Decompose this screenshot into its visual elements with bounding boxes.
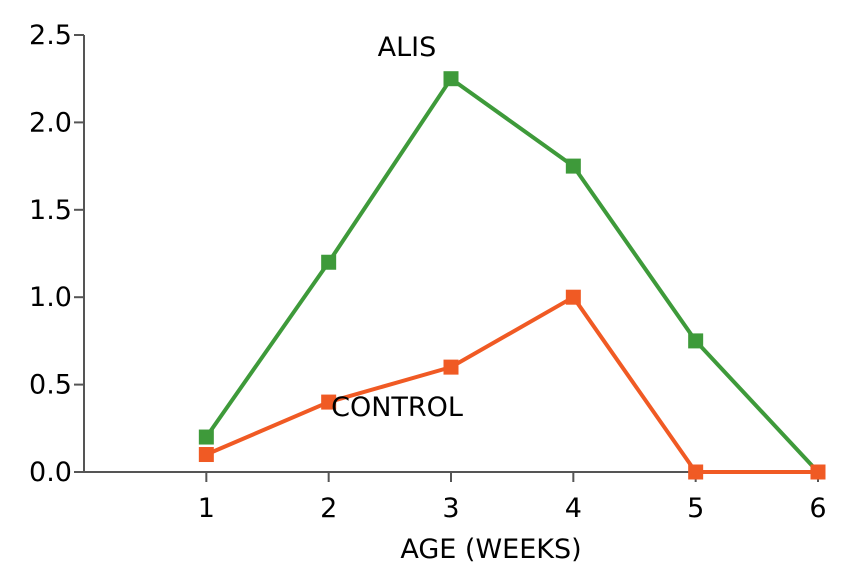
y-tick-label: 1.5 [29, 195, 72, 226]
y-tick-label: 2.5 [29, 20, 72, 51]
series-line-control [205, 295, 818, 474]
data-point-alis [688, 333, 704, 349]
y-tick-label: 0.0 [29, 457, 72, 488]
x-tick-label: 3 [442, 493, 459, 524]
data-point-control [810, 464, 826, 480]
x-tick-label: 5 [687, 493, 704, 524]
series-line-alis [204, 76, 820, 474]
data-point-control [443, 359, 459, 375]
y-axis-ticks: 0.0 0.5 1.0 1.5 2.0 2.5 [29, 20, 84, 488]
x-tick-label: 4 [565, 493, 582, 524]
x-axis-ticks: 1 2 3 4 5 6 [198, 472, 827, 524]
y-tick-label: 0.5 [29, 370, 72, 401]
data-point-alis [321, 254, 337, 270]
x-tick-label: 1 [198, 493, 215, 524]
y-tick-label: 1.0 [29, 282, 72, 313]
series-control [198, 289, 826, 480]
x-tick-label: 6 [809, 493, 826, 524]
data-point-alis [443, 71, 459, 87]
x-axis-title: AGE (WEEKS) [400, 534, 581, 565]
series-layer [198, 71, 826, 480]
data-point-alis [198, 429, 214, 445]
x-tick-label: 2 [320, 493, 337, 524]
series-label-control: CONTROL [331, 392, 463, 423]
data-point-control [565, 289, 581, 305]
data-point-control [321, 394, 337, 410]
y-tick-label: 2.0 [29, 107, 72, 138]
series-label-alis: ALIS [378, 32, 437, 63]
data-point-control [198, 447, 214, 463]
series-labels: ALIS CONTROL [331, 32, 463, 423]
axes: 0.0 0.5 1.0 1.5 2.0 2.5 1 2 3 4 5 6 [29, 20, 827, 524]
data-point-control [688, 464, 704, 480]
data-point-alis [565, 158, 581, 174]
